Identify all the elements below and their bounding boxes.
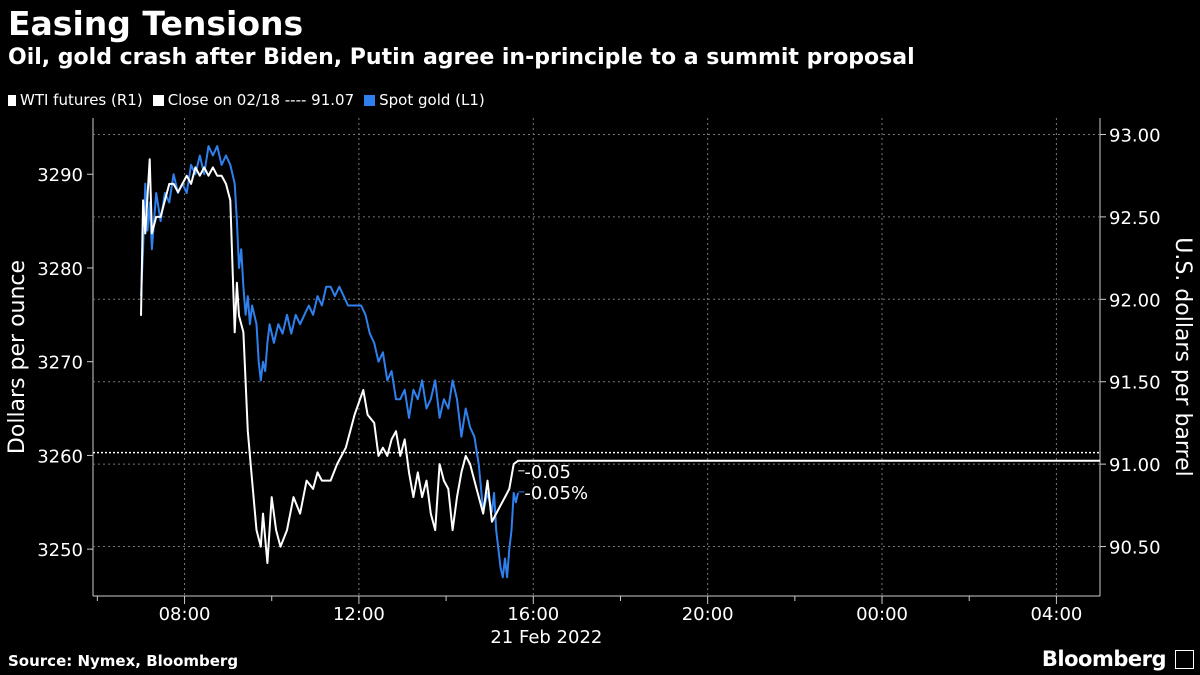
y-left-tick-label: 3290: [37, 165, 83, 186]
brand-logo: Bloomberg: [1041, 647, 1167, 671]
y-right-tick-label: 91.50: [1109, 373, 1161, 394]
x-tick-label: 20:00: [682, 604, 734, 625]
brand-icon: [1175, 650, 1194, 669]
legend-item-wti: WTI futures (R1): [8, 91, 143, 109]
y-left-tick-label: 3250: [37, 540, 83, 561]
legend-label-gold: Spot gold (L1): [379, 91, 485, 109]
legend-swatch-close: [152, 94, 164, 106]
y-left-tick-label: 3270: [37, 353, 83, 374]
y-left-tick-label: 3260: [37, 446, 83, 467]
legend-item-gold: Spot gold (L1): [364, 91, 485, 109]
y-left-axis-label: Dollars per ounce: [5, 260, 30, 454]
y-left-tick-label: 3280: [37, 259, 83, 280]
x-tick-label: 00:00: [856, 604, 908, 625]
annotation-wti-change: -0.05: [524, 462, 571, 483]
y-right-tick-label: 92.50: [1109, 208, 1161, 229]
legend-label-close: Close on 02/18 ---- 91.07: [167, 91, 355, 109]
legend-swatch-gold: [364, 94, 376, 106]
x-axis-label: 21 Feb 2022: [490, 627, 602, 648]
y-right-tick-label: 93.00: [1109, 125, 1161, 146]
legend-label-wti: WTI futures (R1): [20, 91, 143, 109]
x-tick-label: 12:00: [333, 604, 385, 625]
y-right-tick-label: 90.50: [1109, 538, 1161, 559]
y-right-tick-label: 92.00: [1109, 290, 1161, 311]
x-tick-label: 04:00: [1030, 604, 1082, 625]
x-tick-label: 16:00: [507, 604, 559, 625]
y-right-tick-label: 91.00: [1109, 455, 1161, 476]
series-line-spot-gold: [140, 145, 519, 579]
y-right-axis-label: U.S. dollars per barrel: [1170, 237, 1195, 477]
source-note: Source: Nymex, Bloomberg: [8, 652, 239, 670]
legend: WTI futures (R1) Close on 02/18 ---- 91.…: [8, 91, 485, 109]
series-line-wti: [140, 158, 1100, 564]
x-tick-label: 08:00: [159, 604, 211, 625]
legend-swatch-wti: [8, 94, 16, 106]
legend-item-close: Close on 02/18 ---- 91.07: [152, 91, 355, 109]
annotation-gold-change: -0.05%: [524, 483, 588, 504]
chart-subtitle: Oil, gold crash after Biden, Putin agree…: [8, 45, 915, 70]
chart-title: Easing Tensions: [8, 4, 304, 43]
